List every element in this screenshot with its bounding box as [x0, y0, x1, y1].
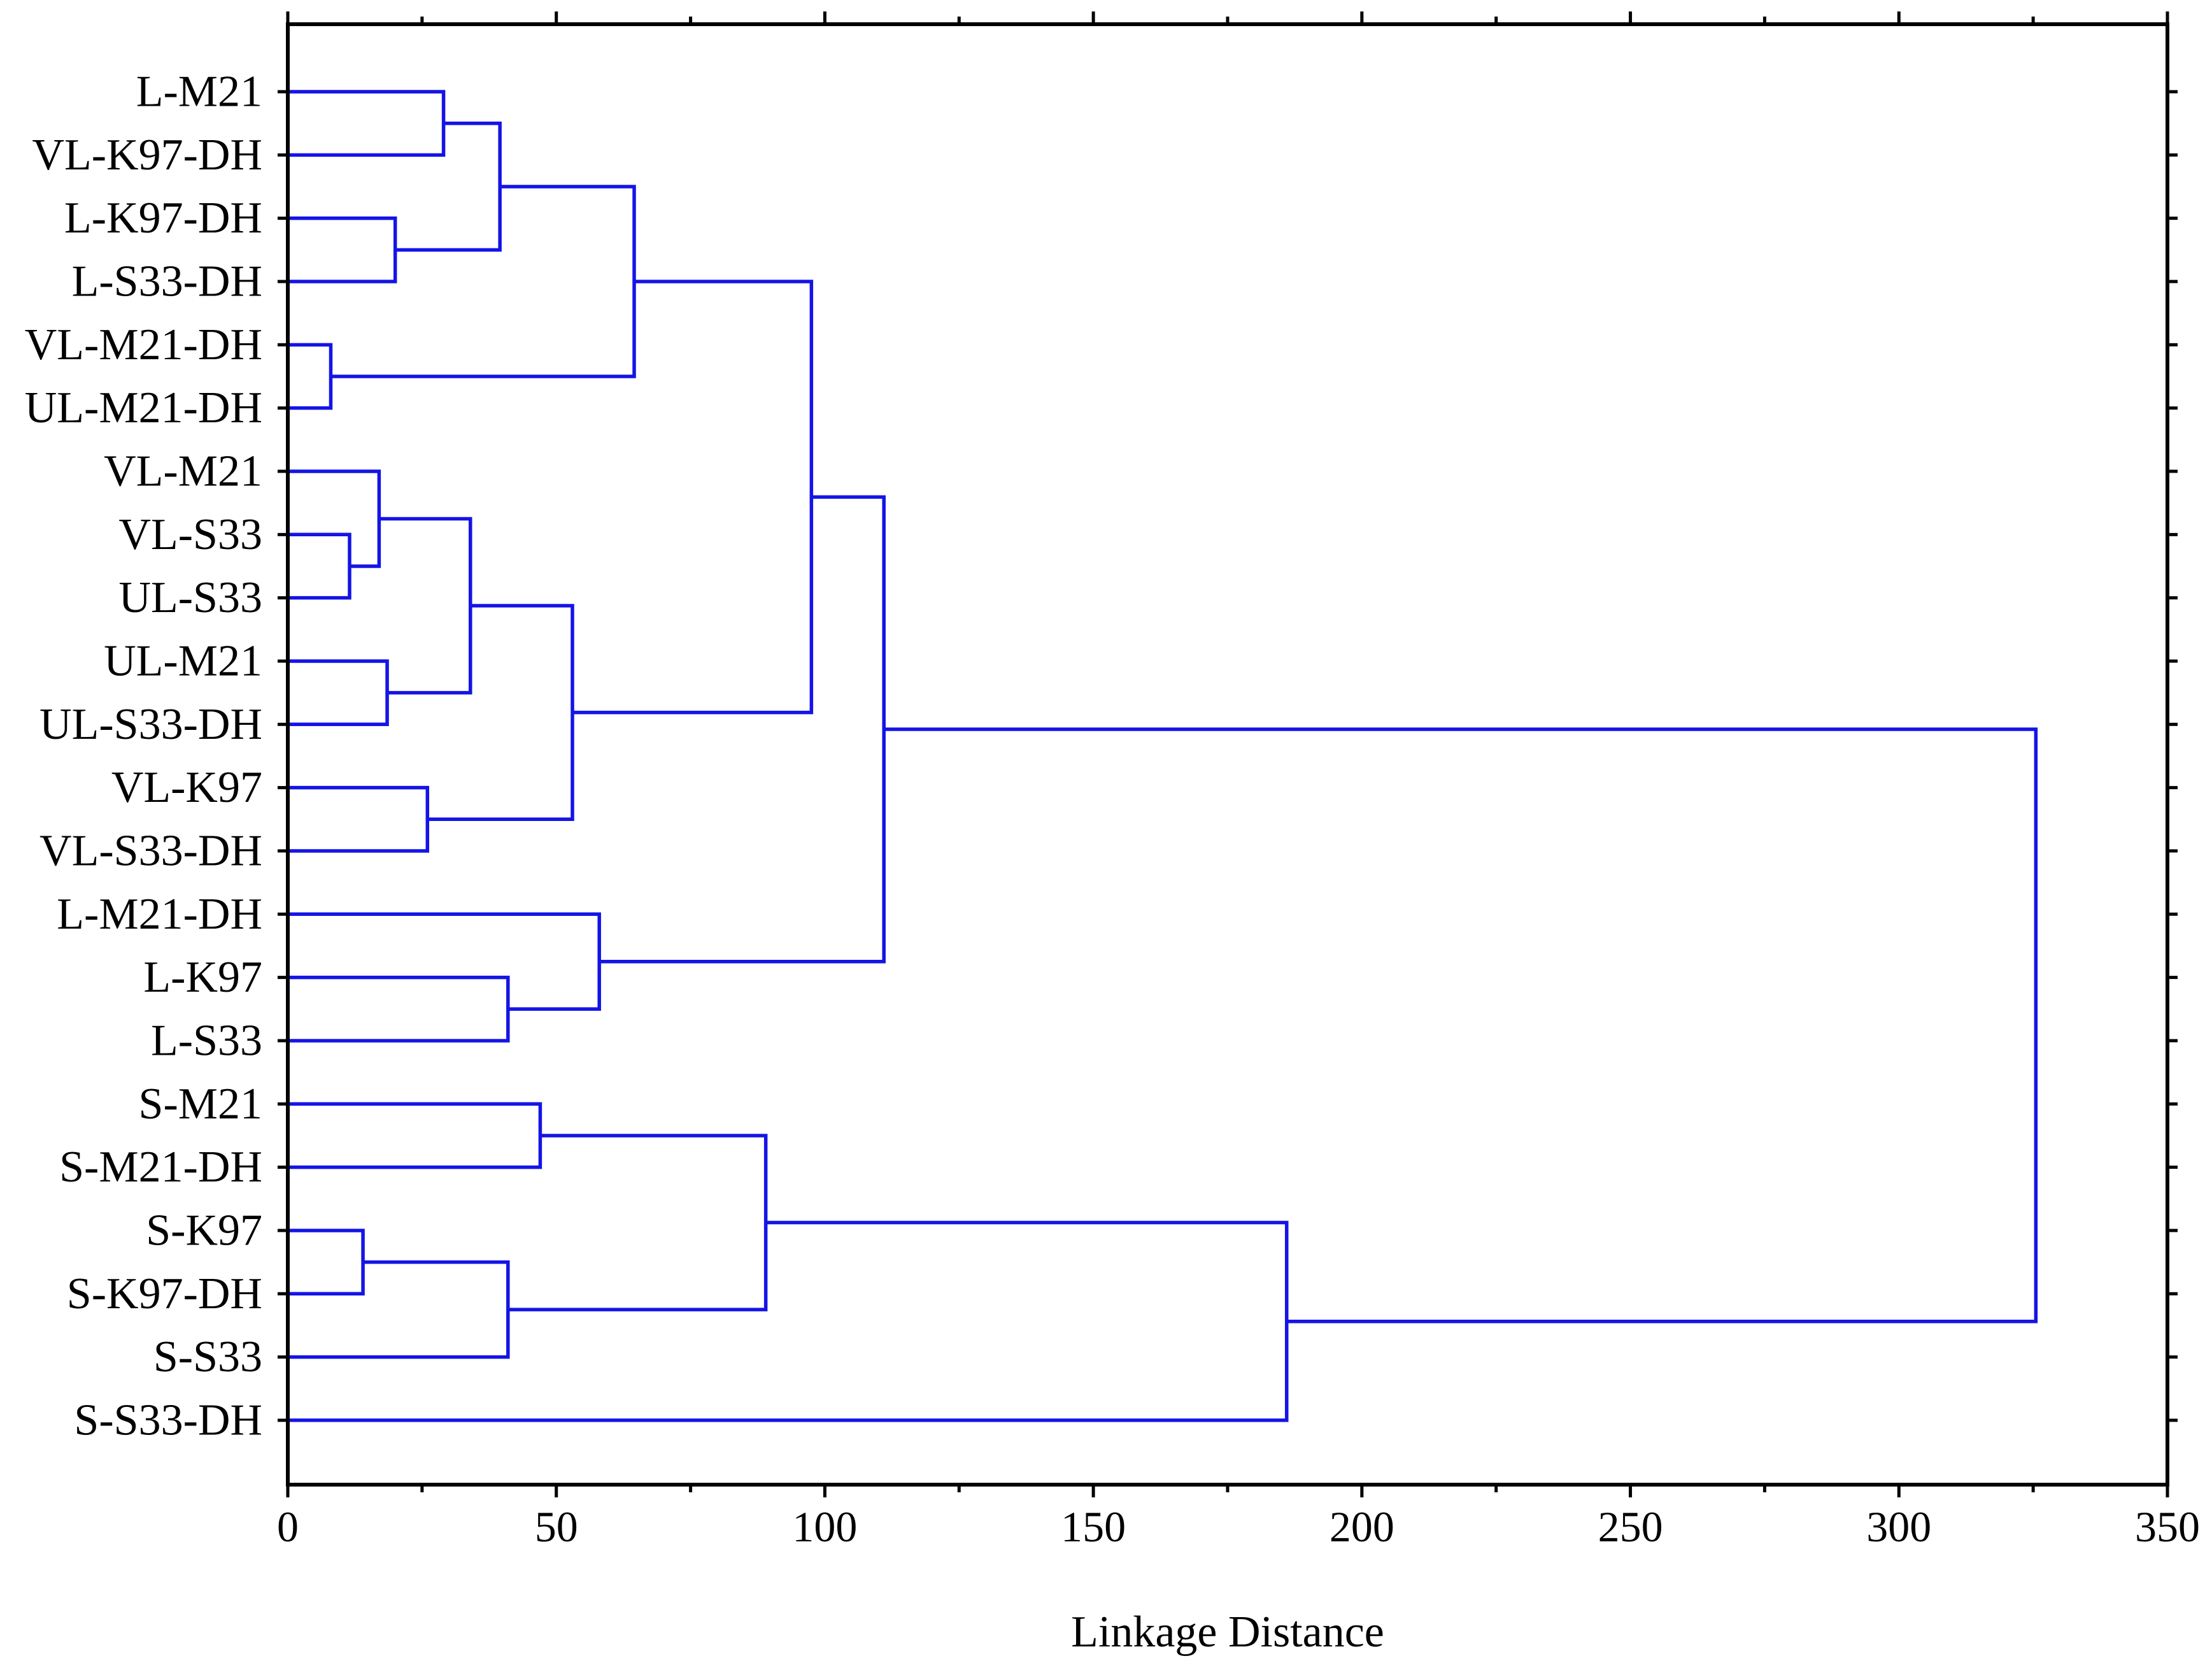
dendrogram-link: [395, 121, 502, 252]
dendrogram-link: [507, 1134, 768, 1311]
x-tick-label: 250: [1598, 1502, 1663, 1551]
leaf-label: UL-S33-DH: [39, 700, 262, 749]
leaf-label: UL-M21: [104, 636, 262, 685]
leaf-label: VL-M21: [104, 446, 262, 496]
leaf-label: VL-K97-DH: [32, 131, 262, 180]
leaf-label: S-S33-DH: [74, 1395, 262, 1445]
leaf-label: L-M21-DH: [57, 890, 262, 939]
plot-frame: [286, 22, 2169, 1487]
leaf-label: VL-S33-DH: [39, 826, 262, 875]
x-tick-label: 100: [792, 1502, 857, 1551]
x-tick-label: 300: [1866, 1502, 1931, 1551]
leaf-label: VL-M21-DH: [25, 320, 262, 369]
leaf-labels: L-M21 VL-K97-DH L-K97-DH L-S33-DH VL-M21-DH U…: [25, 68, 262, 1445]
leaf-label: VL-K97: [111, 763, 262, 812]
leaf-label: S-M21-DH: [59, 1143, 262, 1192]
dendrogram-link: [288, 90, 446, 157]
x-tick-label: 350: [2135, 1502, 2200, 1551]
leaf-label: UL-S33: [118, 573, 262, 622]
dendrogram-link: [288, 785, 430, 853]
dendrogram-link: [572, 280, 814, 715]
leaf-label: L-S33-DH: [72, 257, 262, 306]
x-tick-label: 0: [277, 1502, 299, 1551]
dendrogram-link: [427, 604, 574, 822]
leaf-label: UL-M21-DH: [25, 383, 262, 432]
x-tick-labels: 0 50 100 150 200 250 300 350: [277, 1502, 2200, 1551]
leaf-label: L-K97-DH: [64, 194, 262, 243]
leaf-label: S-K97: [146, 1206, 262, 1255]
x-axis-title: Linkage Distance: [1071, 1608, 1384, 1657]
leaf-label: L-S33: [151, 1016, 262, 1065]
leaf-label: S-K97-DH: [67, 1269, 262, 1318]
x-tick-label: 150: [1061, 1502, 1126, 1551]
dendrogram-link: [330, 185, 636, 378]
leaf-label: L-K97: [143, 953, 262, 1002]
leaf-label: L-M21: [136, 68, 262, 117]
leaf-label: S-M21: [139, 1080, 262, 1129]
x-tick-label: 50: [535, 1502, 578, 1551]
dendrogram-link: [288, 1102, 542, 1169]
leaf-label: VL-S33: [118, 510, 262, 559]
x-tick-label: 200: [1329, 1502, 1394, 1551]
leaf-label: S-S33: [153, 1332, 262, 1381]
dendrogram-link: [884, 727, 2038, 1324]
dendrogram-link: [288, 532, 351, 600]
dendrogram-links: [288, 90, 2038, 1422]
dendrogram-link: [288, 343, 333, 410]
dendrogram-link: [288, 659, 389, 727]
